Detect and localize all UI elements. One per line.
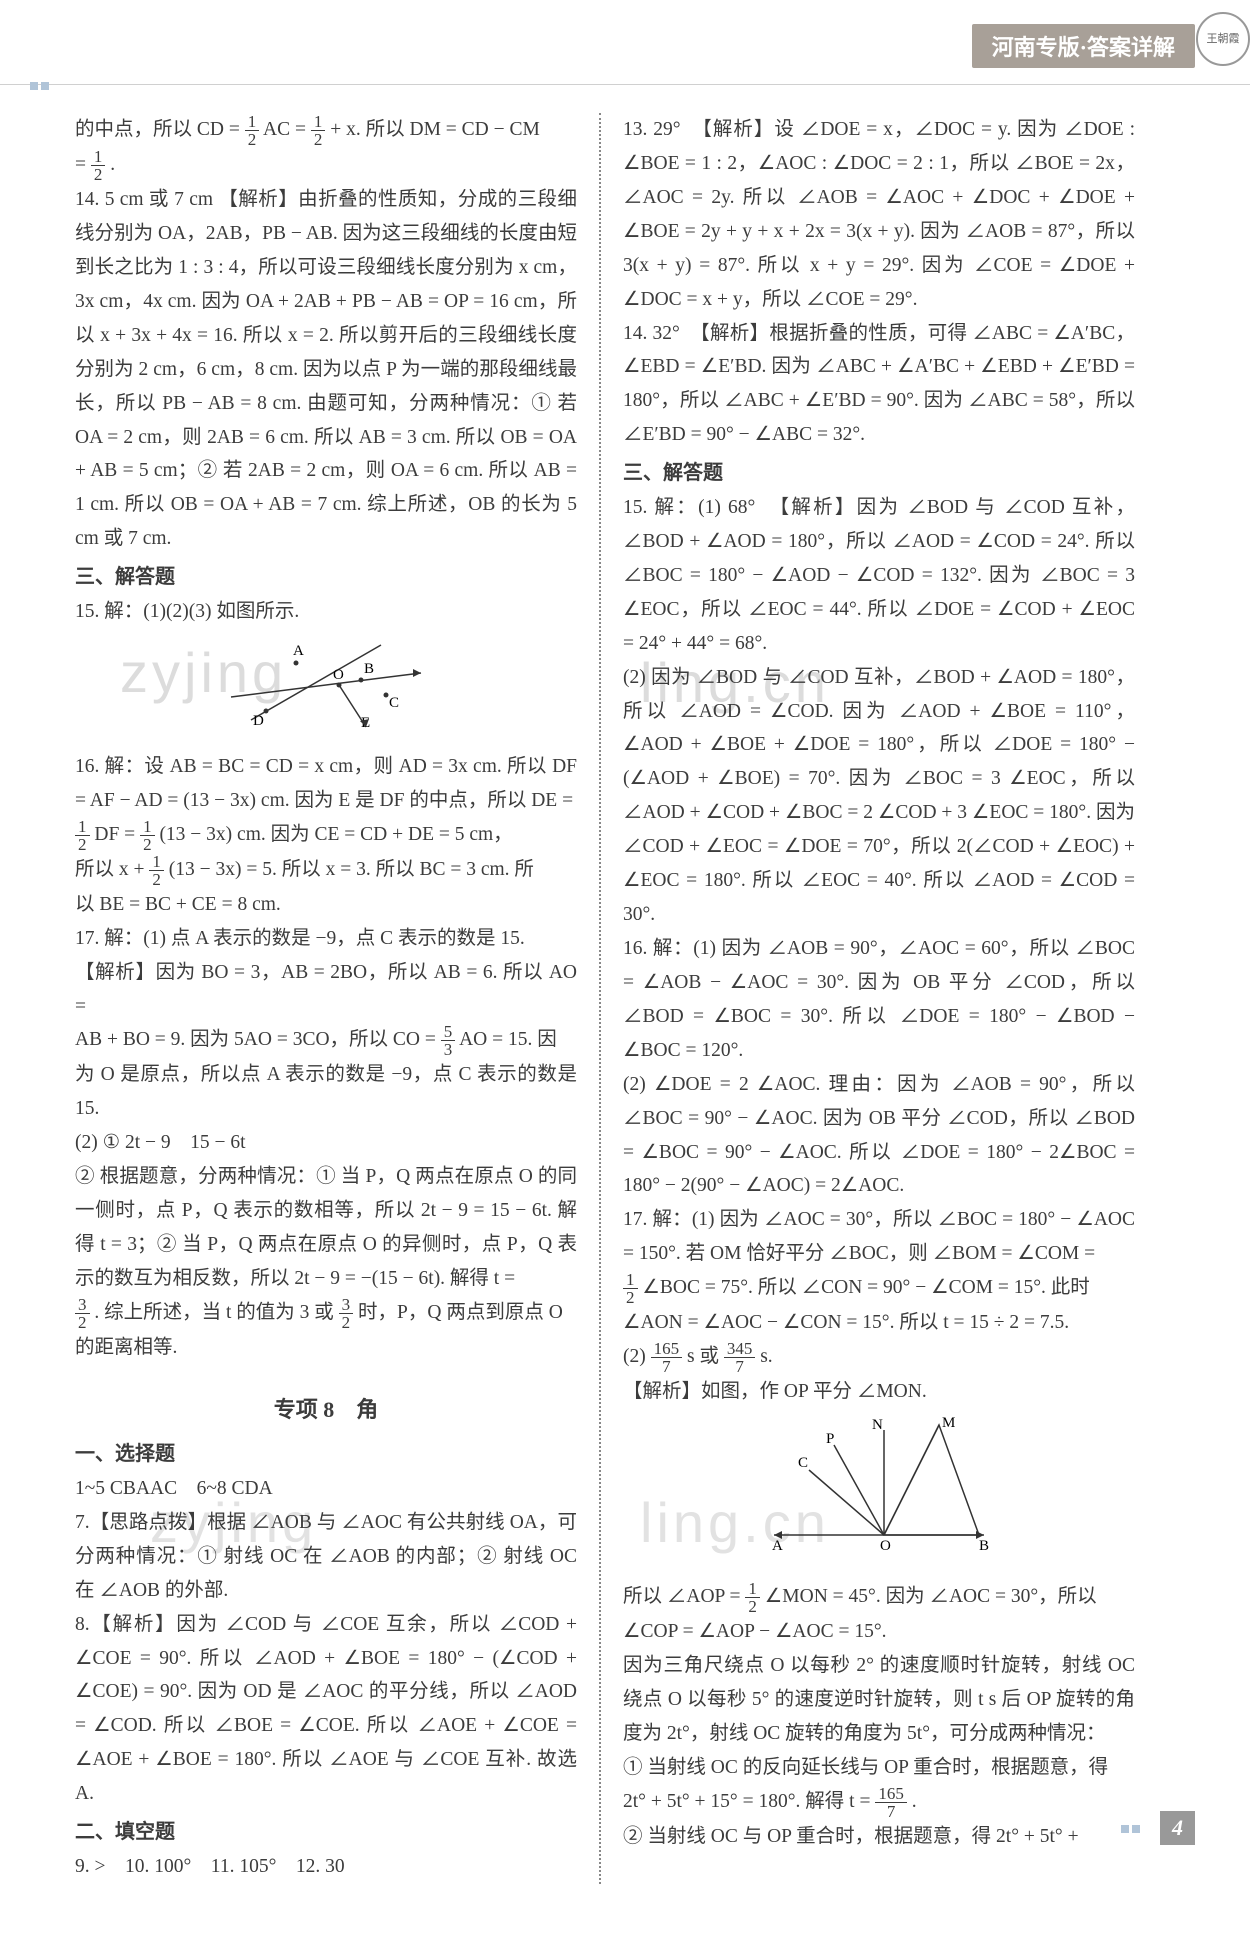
text: ① 当射线 OC 的反向延长线与 OP 重合时，根据题意，得 xyxy=(623,1751,1135,1785)
column-divider xyxy=(599,113,601,1884)
fraction: 3457 xyxy=(724,1340,756,1375)
text: ② 根据题意，分两种情况：① 当 P，Q 两点在原点 O 的同一侧时，点 P，Q… xyxy=(75,1160,577,1296)
text: ② 当射线 OC 与 OP 重合时，根据题意，得 2t° + 5t° + xyxy=(623,1820,1135,1854)
problem-8: 8.【解析】因为 ∠COD 与 ∠COE 互余，所以 ∠COD + ∠COE =… xyxy=(75,1608,577,1812)
svg-text:D: D xyxy=(253,713,264,729)
text: . 综上所述，当 t 的值为 3 或 xyxy=(94,1302,338,1323)
text: ∠MON = 45°. 因为 ∠AOC = 30°，所以 xyxy=(765,1586,1097,1607)
text: 时，P，Q 两点到原点 O xyxy=(358,1302,563,1323)
page-header: 河南专版·答案详解 王朝霞 xyxy=(0,0,1250,85)
left-column: 的中点，所以 CD = 12 AC = 12 + x. 所以 DM = CD −… xyxy=(75,113,595,1884)
text: 的距离相等. xyxy=(75,1331,577,1365)
fraction: 32 xyxy=(339,1296,354,1331)
text: . xyxy=(912,1791,917,1812)
text: 2t° + 5t° + 15° = 180°. 解得 t = xyxy=(623,1791,875,1812)
fraction: 1657 xyxy=(875,1785,907,1820)
fraction: 1657 xyxy=(651,1340,683,1375)
svg-text:N: N xyxy=(872,1417,883,1433)
text: 的中点，所以 CD = xyxy=(75,119,245,140)
problem-15b: (2) 因为 ∠BOD 与 ∠COD 互补，∠BOD + ∠AOD = 180°… xyxy=(623,661,1135,932)
svg-text:B: B xyxy=(979,1538,989,1554)
text: s. xyxy=(760,1346,772,1367)
text: 所以 x + xyxy=(75,859,149,880)
text: (13 − 3x) = 5. 所以 x = 3. 所以 BC = 3 cm. 所 xyxy=(169,859,534,880)
problem-13: 13. 29° 【解析】设 ∠DOE = x，∠DOC = y. 因为 ∠DOE… xyxy=(623,113,1135,317)
text: (2) xyxy=(623,1346,651,1367)
fraction: 12 xyxy=(75,818,90,853)
problem-15a: 15. 解：(1) 68° 【解析】因为 ∠BOD 与 ∠COD 互补，∠BOD… xyxy=(623,491,1135,661)
problem-16: 16. 解：设 AB = BC = CD = x cm，则 AD = 3x cm… xyxy=(75,750,577,922)
text: 17. 解：(1) 点 A 表示的数是 −9，点 C 表示的数是 15. xyxy=(75,922,577,956)
fraction: 32 xyxy=(75,1296,90,1331)
text: AB + BO = 9. 因为 5AO = 3CO，所以 CO = 53 AO … xyxy=(75,1023,577,1058)
svg-text:O: O xyxy=(333,667,344,683)
fraction: 12 xyxy=(245,113,260,148)
svg-text:O: O xyxy=(880,1538,891,1554)
fraction: 12 xyxy=(91,148,106,183)
diagram-15: A B C D E O xyxy=(75,635,577,742)
text: 17. 解：(1) 因为 ∠AOC = 30°，所以 ∠BOC = 180° −… xyxy=(623,1203,1135,1271)
section-heading-solve: 三、解答题 xyxy=(623,456,1135,491)
problem-16b: (2) ∠DOE = 2 ∠AOC. 理由：因为 ∠AOB = 90°，所以 ∠… xyxy=(623,1068,1135,1204)
problem-15: 15. 解：(1)(2)(3) 如图所示. xyxy=(75,595,577,629)
text: = xyxy=(75,154,91,175)
header-logo-icon: 王朝霞 xyxy=(1196,12,1250,66)
svg-text:M: M xyxy=(942,1415,955,1431)
text: ∠AON = ∠AOC − ∠CON = 15°. 所以 t = 15 ÷ 2 … xyxy=(623,1306,1135,1340)
svg-text:P: P xyxy=(826,1431,834,1447)
text-continuation: 的中点，所以 CD = 12 AC = 12 + x. 所以 DM = CD −… xyxy=(75,113,577,183)
svg-text:B: B xyxy=(364,661,374,677)
svg-text:A: A xyxy=(293,643,304,659)
fraction: 12 xyxy=(140,818,155,853)
text: 【解析】如图，作 OP 平分 ∠MON. xyxy=(623,1375,1135,1409)
content-area: 的中点，所以 CD = 12 AC = 12 + x. 所以 DM = CD −… xyxy=(0,85,1250,1934)
svg-text:C: C xyxy=(389,695,399,711)
problem-14: 14. 5 cm 或 7 cm 【解析】由折叠的性质知，分成的三段细线分别为 O… xyxy=(75,183,577,556)
section-8-title: 专项 8 角 xyxy=(75,1391,577,1429)
fill-heading: 二、填空题 xyxy=(75,1815,577,1850)
problem-16a: 16. 解：(1) 因为 ∠AOB = 90°，∠AOC = 60°，所以 ∠B… xyxy=(623,932,1135,1068)
problem-17: 17. 解：(1) 点 A 表示的数是 −9，点 C 表示的数是 15. 【解析… xyxy=(75,922,577,1365)
svg-text:A: A xyxy=(772,1538,783,1554)
text: 12 ∠BOC = 75°. 所以 ∠CON = 90° − ∠COM = 15… xyxy=(623,1271,1135,1306)
text: 【解析】因为 BO = 3，AB = 2BO，所以 AB = 6. 所以 AO … xyxy=(75,956,577,1024)
page-number: 4 xyxy=(1160,1811,1195,1845)
text: 为 O 是原点，所以点 A 表示的数是 −9，点 C 表示的数是 15. xyxy=(75,1058,577,1126)
text: s 或 xyxy=(687,1346,724,1367)
diagram-17: A O B M N P C xyxy=(623,1415,1135,1572)
fill-answers: 9. > 10. 100° 11. 105° 12. 30 xyxy=(75,1850,577,1884)
text: AC = xyxy=(263,119,311,140)
text: 2t° + 5t° + 15° = 180°. 解得 t = 1657 . xyxy=(623,1785,1135,1820)
text: (13 − 3x) cm. 因为 CE = CD + DE = 5 cm， xyxy=(159,824,512,845)
text: DF = xyxy=(94,824,140,845)
fraction: 12 xyxy=(149,853,164,888)
text: 以 BE = BC + CE = 8 cm. xyxy=(75,894,281,915)
svg-text:C: C xyxy=(798,1455,808,1471)
text: 因为三角尺绕点 O 以每秒 2° 的速度顺时针旋转，射线 OC 绕点 O 以每秒… xyxy=(623,1649,1135,1751)
header-banner: 河南专版·答案详解 xyxy=(972,24,1195,68)
fraction: 12 xyxy=(745,1580,760,1615)
problem-14: 14. 32° 【解析】根据折叠的性质，可得 ∠ABC = ∠A′BC，∠EBD… xyxy=(623,317,1135,453)
text: 16. 解：设 AB = BC = CD = x cm，则 AD = 3x cm… xyxy=(75,756,577,811)
section-heading-solve: 三、解答题 xyxy=(75,560,577,595)
text: 所以 ∠AOP = xyxy=(623,1586,745,1607)
choice-answers: 1~5 CBAAC 6~8 CDA xyxy=(75,1472,577,1506)
problem-7: 7.【思路点拨】根据 ∠AOB 与 ∠AOC 有公共射线 OA，可分两种情况：①… xyxy=(75,1506,577,1608)
fraction: 12 xyxy=(623,1271,638,1306)
text: 32 . 综上所述，当 t 的值为 3 或 32 时，P，Q 两点到原点 O xyxy=(75,1296,577,1331)
problem-17: 17. 解：(1) 因为 ∠AOC = 30°，所以 ∠BOC = 180° −… xyxy=(623,1203,1135,1853)
text: 所以 ∠AOP = 12 ∠MON = 45°. 因为 ∠AOC = 30°，所… xyxy=(623,1580,1135,1615)
text: ∠COP = ∠AOP − ∠AOC = 15°. xyxy=(623,1615,1135,1649)
fraction: 53 xyxy=(441,1023,456,1058)
text: AO = 15. 因 xyxy=(459,1029,557,1050)
text: AB + BO = 9. 因为 5AO = 3CO，所以 CO = xyxy=(75,1029,441,1050)
choice-heading: 一、选择题 xyxy=(75,1437,577,1472)
text: ∠BOC = 75°. 所以 ∠CON = 90° − ∠COM = 15°. … xyxy=(642,1277,1089,1298)
text: + x. 所以 DM = CD − CM xyxy=(330,119,540,140)
right-column: 13. 29° 【解析】设 ∠DOE = x，∠DOC = y. 因为 ∠DOE… xyxy=(605,113,1135,1884)
text: (2) ① 2t − 9 15 − 6t xyxy=(75,1126,577,1160)
text: (2) 1657 s 或 3457 s. xyxy=(623,1340,1135,1375)
text: . xyxy=(110,154,115,175)
fraction: 12 xyxy=(311,113,326,148)
